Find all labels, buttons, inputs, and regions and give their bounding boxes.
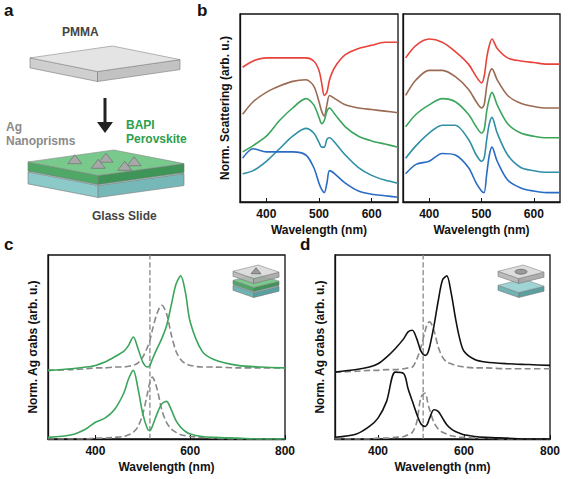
svg-text:Wavelength (nm): Wavelength (nm) (118, 460, 214, 474)
svg-text:d: d (300, 235, 310, 254)
svg-text:600: 600 (362, 207, 382, 221)
svg-text:800: 800 (275, 444, 295, 458)
svg-text:PMMA: PMMA (62, 25, 99, 39)
svg-text:800: 800 (540, 444, 560, 458)
svg-text:500: 500 (309, 207, 329, 221)
svg-text:600: 600 (524, 207, 544, 221)
svg-text:Wavelength (nm): Wavelength (nm) (394, 460, 490, 474)
svg-text:Wavelength (nm): Wavelength (nm) (271, 223, 367, 237)
svg-text:400: 400 (419, 207, 439, 221)
svg-text:600: 600 (454, 444, 474, 458)
svg-text:BAPI: BAPI (126, 118, 155, 132)
svg-text:b: b (197, 1, 207, 20)
svg-text:Norm. Ag σabs (arb. u.): Norm. Ag σabs (arb. u.) (313, 280, 327, 413)
svg-text:Norm. Scattering (arb. u.): Norm. Scattering (arb. u.) (218, 36, 232, 180)
svg-text:Wavelength (nm): Wavelength (nm) (433, 223, 529, 237)
svg-text:400: 400 (85, 444, 105, 458)
svg-text:Perovskite: Perovskite (126, 132, 187, 146)
svg-text:c: c (4, 235, 13, 254)
svg-text:600: 600 (180, 444, 200, 458)
svg-text:500: 500 (471, 207, 491, 221)
svg-text:Norm. Ag σabs (arb. u.): Norm. Ag σabs (arb. u.) (26, 280, 40, 413)
svg-text:400: 400 (368, 444, 388, 458)
svg-text:a: a (4, 1, 14, 20)
svg-text:Glass Slide: Glass Slide (92, 209, 157, 223)
svg-text:Ag: Ag (6, 120, 22, 134)
svg-text:Nanoprisms: Nanoprisms (6, 134, 76, 148)
svg-text:400: 400 (256, 207, 276, 221)
